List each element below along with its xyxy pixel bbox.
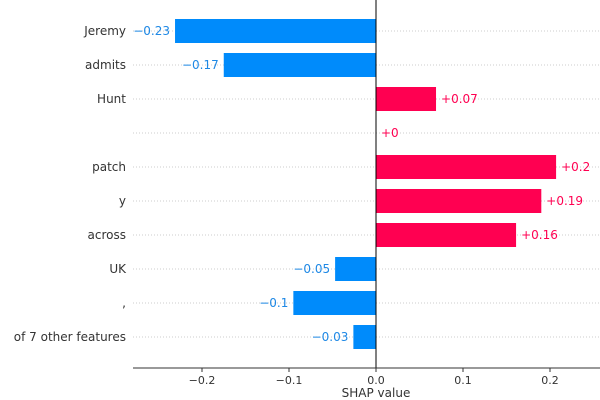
- value-label: −0.1: [259, 296, 288, 310]
- feature-label: admits: [85, 58, 126, 72]
- feature-label: of 7 other features: [14, 330, 126, 344]
- feature-label: patch: [92, 160, 126, 174]
- feature-label: Hunt: [97, 92, 126, 106]
- x-tick-label: 0.2: [541, 374, 559, 387]
- value-label: −0.23: [133, 24, 170, 38]
- bar: [376, 223, 517, 247]
- feature-label: across: [88, 228, 126, 242]
- value-label: +0.07: [441, 92, 478, 106]
- feature-label: Jeremy: [83, 24, 126, 38]
- bar: [353, 325, 376, 349]
- value-label: −0.17: [182, 58, 219, 72]
- value-label: +0.2: [561, 160, 590, 174]
- feature-label: UK: [109, 262, 127, 276]
- bar: [175, 19, 376, 43]
- x-tick-label: 0.1: [454, 374, 472, 387]
- x-tick-label: −0.1: [276, 374, 303, 387]
- x-tick-label: −0.2: [189, 374, 216, 387]
- value-label: +0.19: [546, 194, 583, 208]
- bar: [335, 257, 376, 281]
- feature-label: y: [119, 194, 126, 208]
- bar: [376, 87, 437, 111]
- value-label: −0.03: [312, 330, 349, 344]
- x-axis-label: SHAP value: [342, 386, 411, 400]
- x-tick-label: 0.0: [367, 374, 385, 387]
- value-label: +0.16: [521, 228, 558, 242]
- feature-label: ,: [122, 296, 126, 310]
- bar: [376, 189, 542, 213]
- value-label: +0: [381, 126, 399, 140]
- value-label: −0.05: [293, 262, 330, 276]
- bar: [223, 53, 376, 77]
- bar: [376, 155, 557, 179]
- bar: [293, 291, 376, 315]
